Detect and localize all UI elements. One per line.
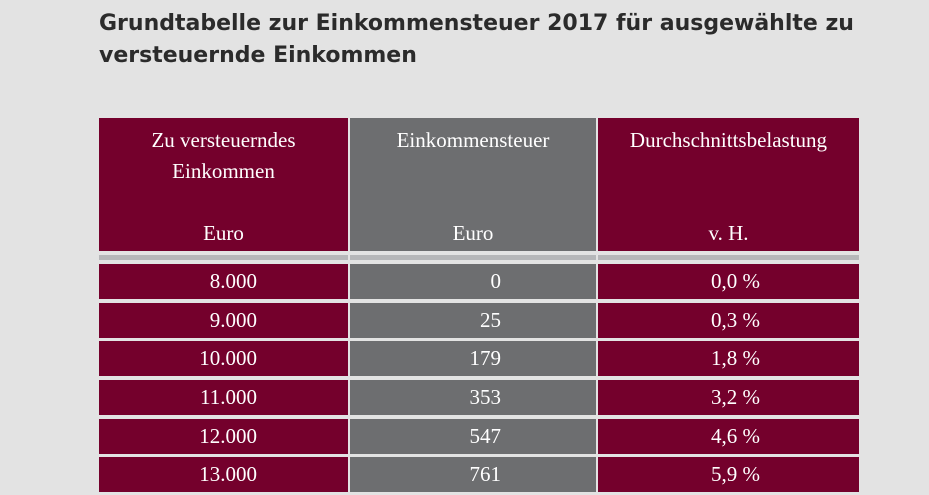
income-tax-table: Zu versteuerndes Einkommen Euro 8.000 9.… (99, 118, 859, 495)
cell-value: 13.000 (199, 462, 257, 486)
table-cell: 0,3 % (598, 303, 859, 338)
table-cell: 10.000 (99, 341, 348, 376)
column-header-label: Durchschnittsbelastung (629, 128, 828, 152)
column-header-average-burden: Durchschnittsbelastung v. H. (598, 118, 859, 251)
table-cell: 12.000 (99, 419, 348, 454)
cell-value: 1,8 % (711, 346, 760, 370)
cell-value: 3,2 % (711, 385, 760, 409)
cell-value: 8.000 (209, 269, 257, 293)
cell-value: 11.000 (200, 385, 257, 409)
cell-value: 12.000 (199, 424, 257, 448)
header-separator (350, 255, 596, 260)
cell-value: 10.000 (199, 346, 257, 370)
cell-value: 4,6 % (711, 424, 760, 448)
table-cell: 5,9 % (598, 457, 859, 492)
table-cell: 4,6 % (598, 419, 859, 454)
table-cell: 761 (350, 457, 596, 492)
column-header-label: Einkommensteuer (396, 128, 550, 152)
column-header-unit: v. H. (708, 221, 749, 245)
column-header-unit: Euro (452, 221, 494, 245)
table-cell: 8.000 (99, 264, 348, 299)
cell-value: 179 (469, 346, 502, 370)
cell-value: 9.000 (209, 308, 257, 332)
column-header-label: Zu versteuerndes Einkommen (151, 128, 296, 183)
header-separator (99, 255, 348, 260)
table-cell: 179 (350, 341, 596, 376)
cell-value: 353 (469, 385, 502, 409)
column-taxable-income: Zu versteuerndes Einkommen Euro 8.000 9.… (99, 118, 348, 495)
cell-value: 761 (469, 462, 502, 486)
cell-value: 0,3 % (711, 308, 760, 332)
column-average-burden: Durchschnittsbelastung v. H. 0,0 % 0,3 %… (598, 118, 859, 495)
column-header-income-tax: Einkommensteuer Euro (350, 118, 596, 251)
table-cell: 353 (350, 380, 596, 415)
column-income-tax: Einkommensteuer Euro 0 25 179 353 547 76… (350, 118, 596, 495)
table-cell: 0 (350, 264, 596, 299)
header-separator (598, 255, 859, 260)
cell-value: 25 (480, 308, 501, 332)
table-cell: 9.000 (99, 303, 348, 338)
table-cell: 13.000 (99, 457, 348, 492)
cell-value: 547 (469, 424, 502, 448)
cell-value: 5,9 % (711, 462, 760, 486)
column-header-unit: Euro (203, 221, 244, 245)
cell-value: 0,0 % (711, 269, 760, 293)
page-title: Grundtabelle zur Einkommensteuer 2017 fü… (99, 11, 854, 68)
cell-value: 0 (490, 269, 502, 293)
table-cell: 547 (350, 419, 596, 454)
table-cell: 0,0 % (598, 264, 859, 299)
table-cell: 3,2 % (598, 380, 859, 415)
table-cell: 1,8 % (598, 341, 859, 376)
table-cell: 25 (350, 303, 596, 338)
table-cell: 11.000 (99, 380, 348, 415)
column-header-taxable-income: Zu versteuerndes Einkommen Euro (99, 118, 348, 251)
